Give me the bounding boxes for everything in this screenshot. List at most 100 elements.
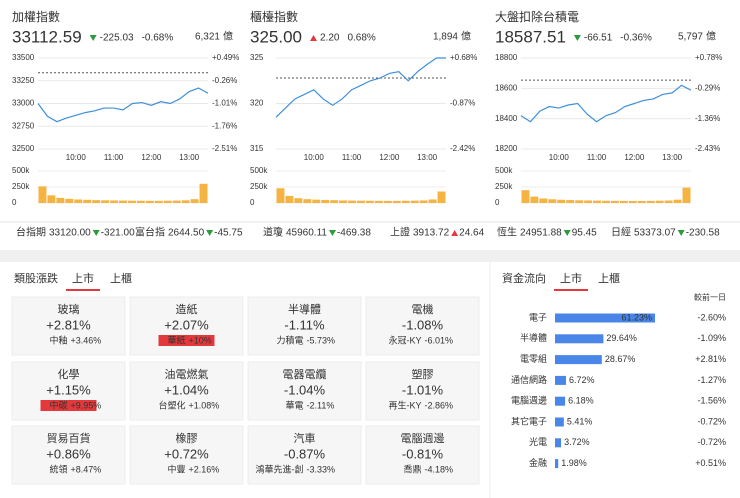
x-tick-label: 10:00	[66, 153, 87, 162]
leader-pct: +10%	[189, 335, 212, 345]
volume-bar	[646, 200, 655, 203]
flow-bar	[555, 417, 564, 427]
leader-pct: -2.11%	[307, 400, 335, 410]
y-tick-label: 0	[495, 198, 500, 207]
sector-card[interactable]	[365, 361, 480, 421]
x-tick-label: 13:00	[179, 153, 200, 162]
volume-bar	[357, 200, 365, 203]
sector-name: 塑膠	[412, 367, 434, 381]
sector-card[interactable]	[247, 425, 362, 485]
limit-badge	[158, 335, 215, 346]
price-line	[520, 84, 692, 123]
ticker-change: -230.58	[686, 228, 720, 239]
leader-pct: -2.86%	[425, 400, 454, 410]
sector-pct: +0.86%	[46, 446, 91, 461]
volume-bar	[437, 191, 446, 203]
sector-card[interactable]	[11, 425, 126, 485]
sector-pct: -1.04%	[284, 382, 326, 397]
flow-change: -0.72%	[697, 437, 726, 447]
index-unit: 億	[223, 30, 233, 43]
flow-change: -2.60%	[697, 312, 726, 322]
leader-name: 華紙	[167, 334, 185, 345]
sector-name: 電腦週邊	[401, 431, 445, 445]
ticker-name: 富台指	[135, 226, 165, 239]
leader-pct: -4.18%	[425, 464, 454, 474]
sector-card[interactable]	[129, 425, 244, 485]
volume-bar	[530, 196, 539, 203]
index-change: -225.03	[100, 33, 134, 44]
volume-bar	[127, 200, 136, 203]
flow-category: 半導體	[520, 332, 547, 343]
y2-tick-label: -1.36%	[695, 114, 720, 123]
leader-name: 統領	[49, 463, 67, 474]
y-tick-label: 315	[250, 144, 264, 153]
flow-bar	[555, 355, 602, 365]
volume-bar	[521, 190, 530, 203]
flow-category: 電子	[529, 312, 547, 322]
volume-bar	[56, 197, 65, 203]
y-tick-label: 0	[12, 198, 17, 207]
volume-bar	[584, 200, 593, 203]
flow-value-label: 29.64%	[606, 333, 637, 343]
flow-value-label: 6.18%	[568, 396, 594, 406]
sector-card[interactable]	[365, 296, 480, 356]
y-tick-label: 500k	[495, 166, 513, 175]
down-arrow	[89, 35, 97, 41]
volume-bar	[410, 200, 419, 203]
y2-tick-label: -0.87%	[450, 99, 475, 108]
leader-pct: -6.01%	[425, 335, 454, 345]
ticker-name: 道瓊	[263, 226, 283, 239]
volume-bar	[401, 200, 410, 203]
x-tick-label: 11:00	[342, 153, 362, 162]
volume-bar	[312, 199, 321, 203]
y-tick-label: 325	[250, 53, 264, 62]
index-unit: 億	[706, 30, 716, 43]
sector-card[interactable]	[11, 296, 126, 356]
index-name: 櫃檯指數	[250, 9, 298, 24]
ticker-value: 45960.11	[286, 228, 327, 239]
sector-card[interactable]	[129, 296, 244, 356]
leader-pct: -5.73%	[307, 335, 336, 345]
volume-bar	[92, 200, 101, 203]
section-gap	[0, 250, 740, 262]
flow-bar	[555, 375, 566, 385]
down-arrow	[573, 35, 581, 41]
flow-change: -1.56%	[697, 396, 726, 406]
volume-bar	[65, 198, 74, 203]
volume-bar	[83, 199, 92, 203]
volume-bar	[163, 200, 172, 203]
down-arrow	[677, 230, 685, 236]
tab[interactable]: 上市	[560, 271, 582, 285]
volume-bar	[285, 195, 294, 203]
y2-tick-label: -0.26%	[212, 76, 237, 85]
ticker-value: 53373.07	[634, 228, 676, 239]
flow-value-label: 6.72%	[569, 375, 595, 385]
volume-bar	[428, 199, 437, 203]
tab[interactable]: 上市	[72, 271, 94, 285]
volume-bar	[374, 200, 383, 203]
tab[interactable]: 上櫃	[110, 271, 132, 285]
sector-card[interactable]	[365, 425, 480, 485]
volume-bar	[47, 195, 56, 203]
section-title: 類股漲跌	[14, 271, 58, 285]
ticker-name: 台指期	[16, 226, 46, 239]
ticker-change: -321.00	[101, 228, 135, 239]
leader-name: 中釉	[49, 334, 67, 345]
sector-card[interactable]	[247, 296, 362, 356]
index-name: 加權指數	[12, 9, 60, 24]
leader-pct: +3.46%	[71, 335, 102, 345]
volume-bar	[294, 198, 303, 203]
y2-tick-label: +0.49%	[212, 53, 239, 62]
leader-name: 中豐	[167, 463, 185, 474]
ticker-value: 2644.50	[168, 228, 205, 239]
flow-change: -1.09%	[697, 333, 726, 343]
volume-bar	[566, 200, 575, 203]
y-tick-label: 32750	[12, 121, 35, 130]
up-arrow	[310, 35, 317, 41]
sector-card[interactable]	[247, 361, 362, 421]
y2-tick-label: -2.43%	[695, 144, 720, 153]
sector-card[interactable]	[129, 361, 244, 421]
sector-pct: -1.08%	[402, 317, 444, 332]
volume-bar	[181, 200, 190, 203]
tab[interactable]: 上櫃	[598, 271, 620, 285]
